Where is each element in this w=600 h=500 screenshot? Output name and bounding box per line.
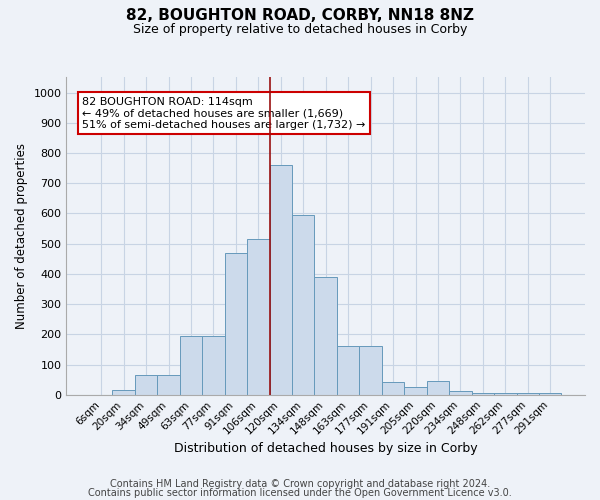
Bar [224,252,247,394]
Bar [494,392,517,394]
Text: Size of property relative to detached houses in Corby: Size of property relative to detached ho… [133,22,467,36]
Bar [404,387,427,394]
Bar [202,336,224,394]
Bar [157,375,180,394]
Bar [269,165,292,394]
X-axis label: Distribution of detached houses by size in Corby: Distribution of detached houses by size … [174,442,478,455]
Text: Contains HM Land Registry data © Crown copyright and database right 2024.: Contains HM Land Registry data © Crown c… [110,479,490,489]
Bar [517,392,539,394]
Bar [112,390,135,394]
Bar [337,346,359,395]
Bar [180,336,202,394]
Bar [472,392,494,394]
Text: Contains public sector information licensed under the Open Government Licence v3: Contains public sector information licen… [88,488,512,498]
Bar [292,215,314,394]
Bar [449,391,472,394]
Bar [247,239,269,394]
Bar [314,277,337,394]
Bar [359,346,382,395]
Bar [427,381,449,394]
Text: 82 BOUGHTON ROAD: 114sqm
← 49% of detached houses are smaller (1,669)
51% of sem: 82 BOUGHTON ROAD: 114sqm ← 49% of detach… [82,96,365,130]
Y-axis label: Number of detached properties: Number of detached properties [15,143,28,329]
Bar [382,382,404,394]
Text: 82, BOUGHTON ROAD, CORBY, NN18 8NZ: 82, BOUGHTON ROAD, CORBY, NN18 8NZ [126,8,474,22]
Bar [135,375,157,394]
Bar [539,392,562,394]
